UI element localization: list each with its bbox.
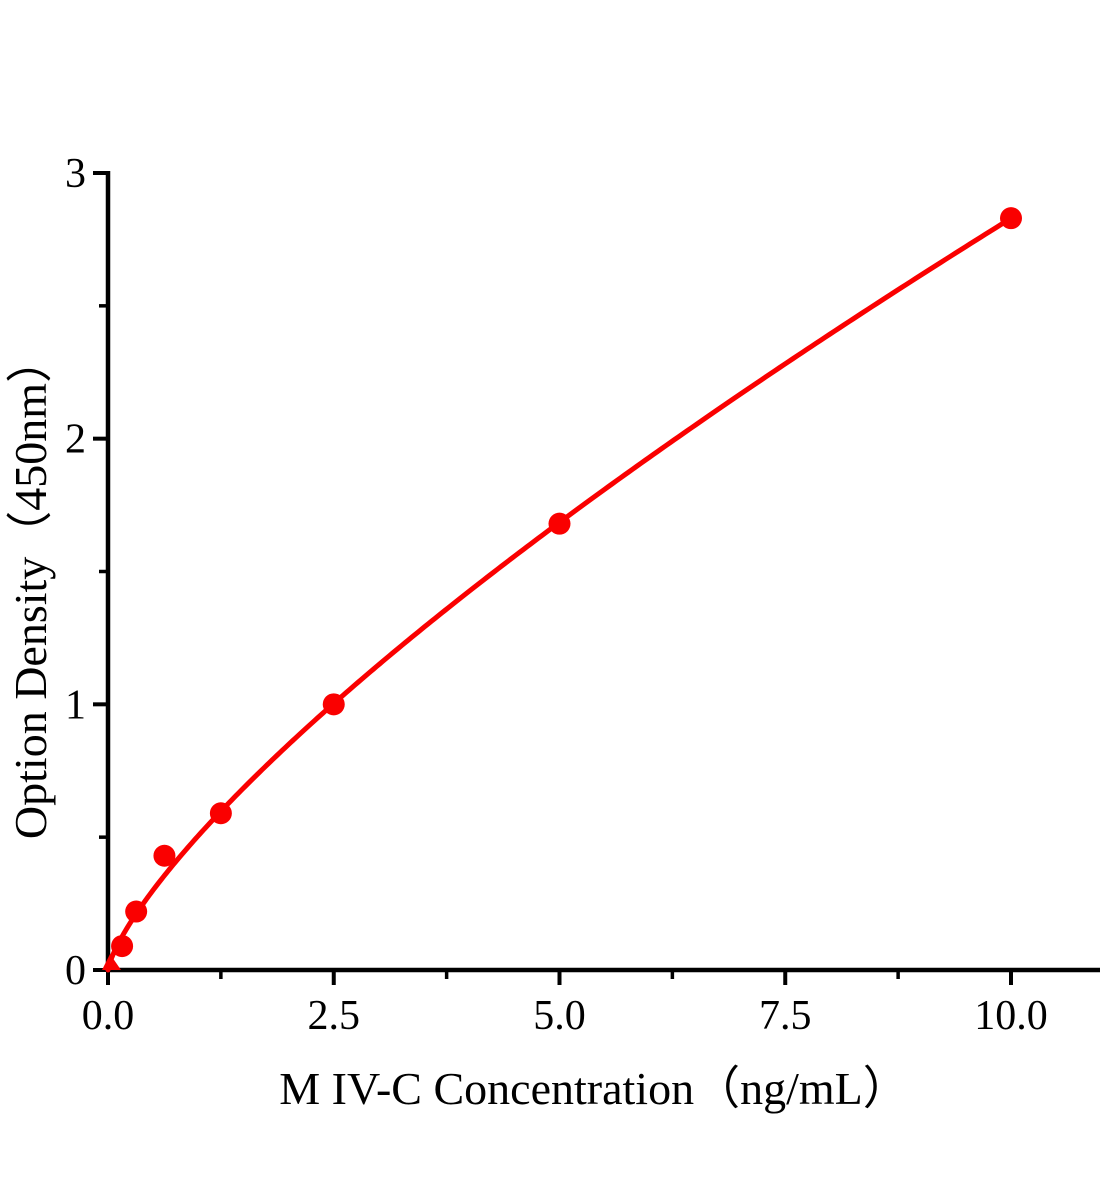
y-tick-label: 3: [65, 151, 86, 197]
x-tick-label: 10.0: [974, 993, 1048, 1039]
x-tick-label: 5.0: [533, 993, 586, 1039]
series-layer: [102, 207, 1022, 973]
tick-labels-layer: 0.0 2.5 5.0 7.5 10.0 0 1 2 3: [65, 151, 1048, 1039]
data-point-marker: [111, 935, 134, 958]
y-tick-label: 1: [65, 682, 86, 728]
x-tick-label: 0.0: [82, 993, 135, 1039]
y-tick-label: 2: [65, 417, 86, 463]
y-tick-label: 0: [65, 948, 86, 994]
x-tick-label: 7.5: [759, 993, 812, 1039]
data-point-marker: [125, 900, 148, 923]
x-axis-title: M IV-C Concentration（ng/mL）: [279, 1063, 908, 1114]
x-tick-label: 2.5: [308, 993, 361, 1039]
data-point-marker: [322, 693, 345, 716]
axes-layer: [93, 171, 1100, 985]
data-point-marker: [209, 802, 232, 825]
y-axis-title: Option Density（450nm）: [5, 337, 56, 839]
origin-triangle-marker: [102, 954, 121, 970]
data-point-marker: [548, 512, 571, 535]
data-point-marker: [1000, 207, 1022, 230]
data-point-marker: [153, 844, 176, 867]
fit-curve: [105, 215, 1014, 973]
